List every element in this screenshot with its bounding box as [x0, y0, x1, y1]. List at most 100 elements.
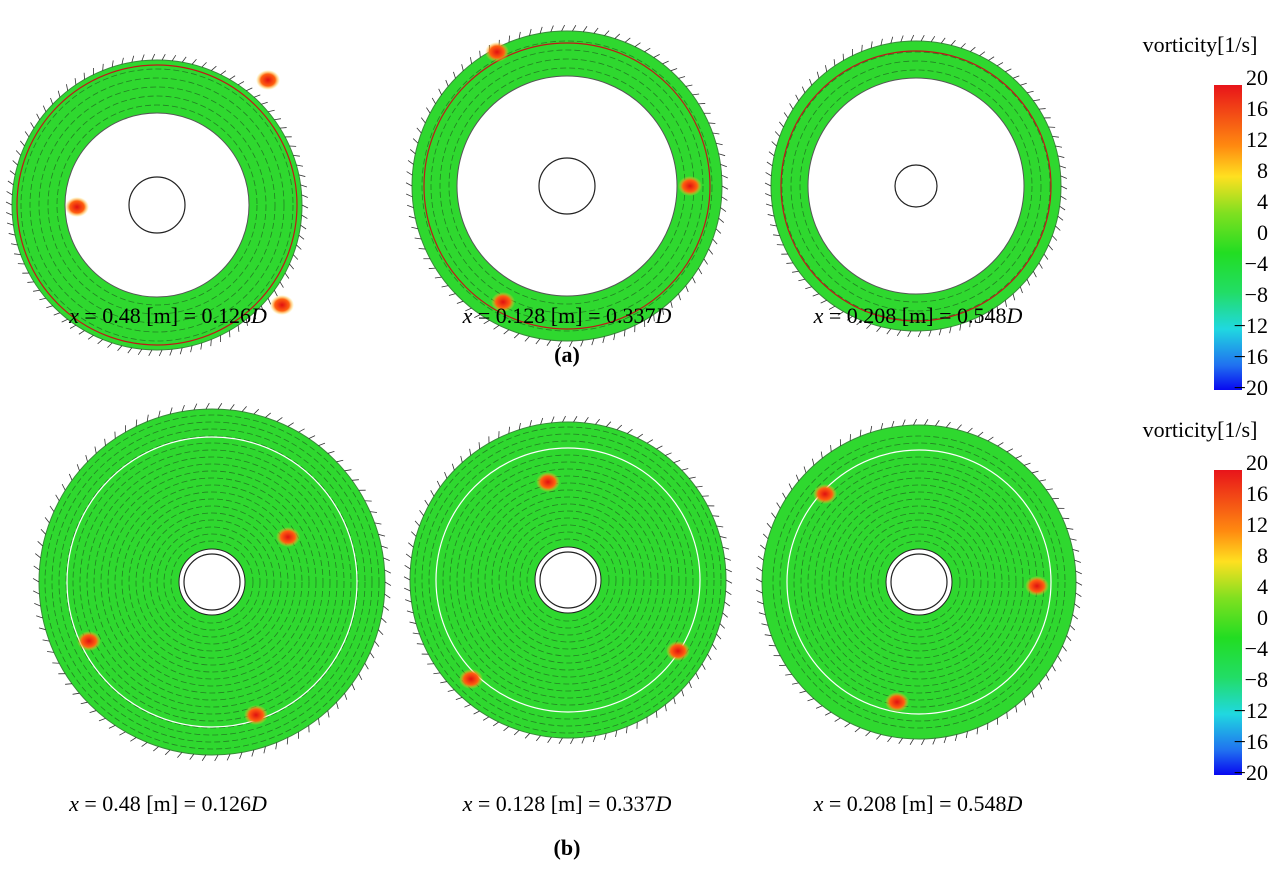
vector: [767, 214, 775, 217]
vector: [562, 415, 566, 423]
vortex-core: [77, 631, 101, 651]
vector: [406, 193, 413, 198]
streamline: [772, 435, 1066, 729]
vector: [807, 698, 815, 702]
vector: [561, 24, 565, 32]
vector: [158, 349, 163, 357]
vector: [719, 623, 725, 629]
caption: x = 0.208 [m] = 0.548D: [813, 303, 1023, 328]
streamline: [142, 512, 282, 652]
vector: [756, 567, 763, 572]
vector: [997, 442, 1004, 447]
vector: [378, 533, 386, 537]
vector: [940, 37, 946, 44]
vector: [1072, 614, 1078, 620]
streamline: [114, 484, 310, 680]
caption-variable: x: [462, 791, 473, 816]
vector: [1072, 548, 1080, 552]
vector: [177, 752, 183, 758]
vector: [503, 329, 510, 335]
vortex-core: [666, 641, 690, 661]
vector: [518, 422, 521, 430]
vector: [6, 191, 13, 196]
vector: [46, 305, 53, 309]
vector: [414, 520, 420, 527]
vector: [573, 416, 578, 423]
vector: [1062, 517, 1070, 520]
vector: [20, 140, 25, 147]
vector: [131, 55, 135, 63]
vector: [761, 623, 769, 626]
vector: [930, 35, 936, 43]
vector: [623, 329, 626, 337]
panel-label: (a): [554, 342, 580, 367]
vortex-core: [678, 176, 702, 196]
vector: [718, 217, 725, 223]
vector: [24, 131, 30, 138]
vector: [298, 174, 306, 177]
vector: [626, 428, 633, 434]
vector: [434, 276, 442, 279]
vector: [445, 79, 449, 87]
hub: [890, 553, 948, 611]
vector: [692, 276, 696, 284]
vortex-core: [276, 527, 300, 547]
vector: [773, 234, 780, 236]
vector: [592, 735, 596, 743]
vector: [678, 76, 686, 79]
vector: [791, 682, 799, 685]
vector: [910, 34, 915, 42]
streamline: [44, 414, 380, 750]
vector: [55, 494, 60, 501]
streamline: [849, 512, 989, 652]
vector: [456, 300, 464, 304]
streamline: [47, 95, 267, 315]
vector: [65, 683, 73, 685]
vector: [6, 222, 14, 226]
vortex-core: [536, 472, 560, 492]
caption-unit: D: [654, 303, 671, 328]
vector: [977, 431, 984, 437]
vector: [580, 339, 584, 347]
vector: [5, 201, 13, 206]
vector: [766, 161, 773, 167]
vector: [289, 263, 294, 270]
vector: [61, 318, 68, 323]
vector: [1012, 75, 1020, 79]
vector: [148, 349, 153, 356]
vector: [1069, 624, 1076, 631]
vector: [383, 557, 390, 562]
vector: [757, 555, 764, 561]
vector: [33, 565, 40, 571]
vector: [1057, 215, 1064, 221]
vector: [546, 339, 552, 346]
vector: [469, 448, 472, 456]
vector: [662, 308, 664, 315]
vector: [111, 60, 114, 68]
vector: [996, 62, 1004, 67]
vector: [1055, 225, 1061, 231]
colorbar-tick-label: 8: [1257, 543, 1268, 568]
vector: [33, 289, 40, 292]
vector: [887, 736, 893, 743]
vector: [811, 458, 815, 466]
vector: [444, 471, 448, 479]
vector: [795, 94, 800, 101]
vector: [78, 330, 85, 335]
vector: [721, 174, 728, 179]
vector: [954, 734, 958, 742]
vector: [833, 59, 836, 66]
vector: [820, 451, 823, 459]
vector: [384, 593, 391, 599]
vector: [795, 474, 800, 482]
caption-text: = 0.128 [m] = 0.337: [472, 791, 655, 816]
vector: [200, 342, 203, 350]
vector: [771, 141, 777, 147]
vector: [461, 64, 464, 71]
vector: [518, 31, 521, 39]
vector: [406, 610, 414, 614]
vector: [151, 53, 156, 61]
vector: [996, 306, 999, 313]
colorbar-tick-label: 4: [1257, 574, 1268, 599]
vector: [988, 56, 995, 61]
